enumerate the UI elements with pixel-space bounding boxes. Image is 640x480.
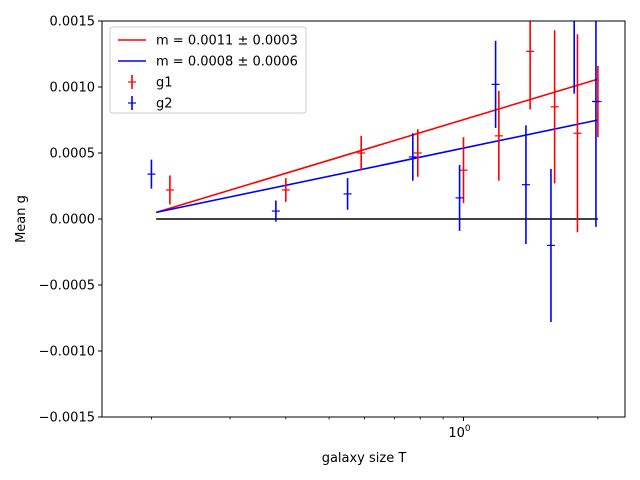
x-tick-label-0: 100	[448, 424, 471, 441]
plot-area	[147, 21, 602, 322]
y-tick-label-2: −0.0005	[39, 279, 95, 294]
y-tick-label-1: −0.0010	[39, 345, 95, 360]
legend-data-label-g1: g1	[156, 76, 173, 91]
legend-fit-label-g1: m = 0.0011 ± 0.0003	[156, 34, 298, 49]
y-tick-label-3: 0.0000	[50, 213, 96, 228]
legend-box	[109, 26, 307, 114]
y-axis-label: Mean g	[14, 195, 29, 243]
axis-ticks: −0.0015 −0.0010 −0.0005 0.0000 0.0005 0.0010 0…	[39, 15, 599, 441]
fit-line-g1	[155, 78, 599, 214]
legend-fit-label-g2: m = 0.0008 ± 0.0006	[156, 55, 298, 70]
legend: m = 0.0011 ± 0.0003 m = 0.0008 ± 0.0006 g1…	[109, 26, 307, 114]
y-tick-label-5: 0.0010	[50, 81, 96, 96]
y-tick-label-6: 0.0015	[50, 15, 96, 30]
x-axis-label: galaxy size T	[322, 451, 407, 466]
fit-line-g2	[156, 119, 599, 214]
y-tick-label-4: 0.0005	[50, 147, 96, 162]
legend-data-label-g2: g2	[156, 97, 173, 112]
y-tick-label-0: −0.0015	[39, 411, 95, 426]
